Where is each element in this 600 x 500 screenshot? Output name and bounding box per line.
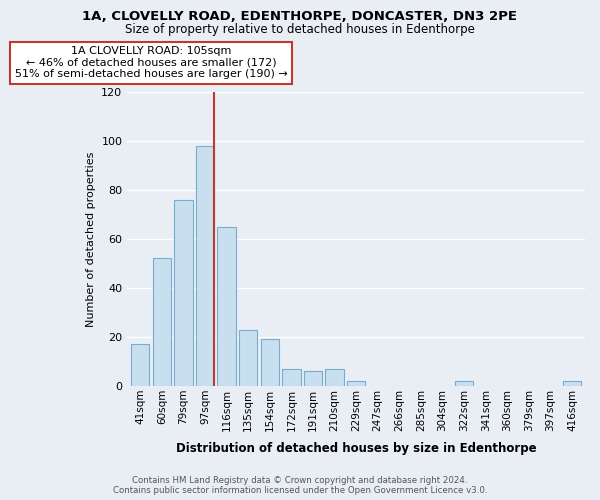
Bar [152,258,171,386]
Text: Size of property relative to detached houses in Edenthorpe: Size of property relative to detached ho… [125,22,475,36]
Text: 1A CLOVELLY ROAD: 105sqm
← 46% of detached houses are smaller (172)
51% of semi-: 1A CLOVELLY ROAD: 105sqm ← 46% of detach… [14,46,287,80]
Bar [282,369,301,386]
Bar [304,372,322,386]
Bar [217,226,236,386]
X-axis label: Distribution of detached houses by size in Edenthorpe: Distribution of detached houses by size … [176,442,536,455]
Bar [347,381,365,386]
Bar [260,340,279,386]
Text: Contains HM Land Registry data © Crown copyright and database right 2024.
Contai: Contains HM Land Registry data © Crown c… [113,476,487,495]
Bar [563,381,581,386]
Bar [325,369,344,386]
Bar [131,344,149,386]
Bar [196,146,214,386]
Y-axis label: Number of detached properties: Number of detached properties [86,151,96,326]
Bar [174,200,193,386]
Bar [239,330,257,386]
Text: 1A, CLOVELLY ROAD, EDENTHORPE, DONCASTER, DN3 2PE: 1A, CLOVELLY ROAD, EDENTHORPE, DONCASTER… [83,10,517,23]
Bar [455,381,473,386]
